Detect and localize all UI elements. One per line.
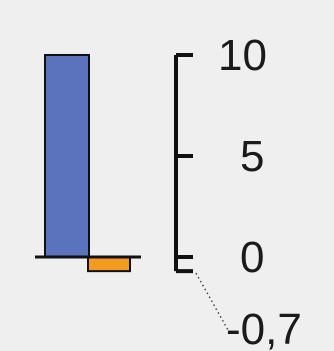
bars-group	[44, 54, 131, 273]
y-tick-label: -0,7	[226, 305, 302, 351]
y-tick-label: 0	[240, 233, 264, 282]
leader-line	[195, 272, 229, 331]
y-tick-label: 10	[218, 31, 267, 80]
bar-positive	[44, 54, 90, 258]
y-axis: 10 5 0 -0,7	[174, 31, 302, 351]
bar-negative	[87, 256, 131, 273]
y-tick-label: 5	[240, 132, 264, 181]
